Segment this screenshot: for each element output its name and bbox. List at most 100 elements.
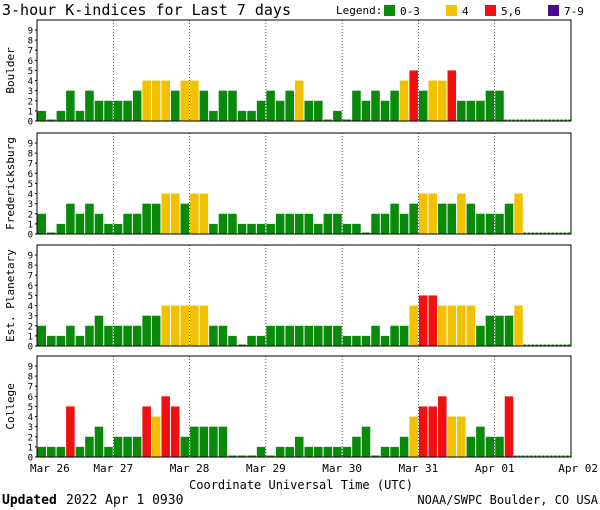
bar <box>457 100 466 121</box>
panels: Boulder0123456789Fredericksburg012345678… <box>4 19 572 464</box>
bar <box>438 305 447 346</box>
bar <box>438 203 447 234</box>
x-tick-label: Mar 26 <box>30 462 70 475</box>
bar <box>314 325 323 346</box>
y-tick-label: 8 <box>28 37 33 47</box>
bar <box>151 80 161 121</box>
bar <box>85 203 94 234</box>
bar <box>266 455 275 457</box>
bar <box>266 325 275 346</box>
y-tick-label: 2 <box>28 97 33 107</box>
bar <box>37 325 47 346</box>
bar <box>342 119 352 121</box>
bar <box>333 213 342 234</box>
bar <box>104 325 113 346</box>
bar <box>113 223 123 234</box>
legend-entry-1: 4 <box>462 5 469 18</box>
bar <box>323 325 333 346</box>
bar <box>171 193 180 234</box>
y-tick-label: 8 <box>28 150 33 160</box>
bar <box>428 193 437 234</box>
bar <box>75 110 85 121</box>
bar <box>199 90 209 121</box>
y-tick-label: 0 <box>28 118 33 128</box>
bar <box>352 436 361 457</box>
y-tick-label: 7 <box>28 383 33 393</box>
bar <box>75 213 85 234</box>
bar <box>199 193 209 234</box>
bar <box>409 305 418 346</box>
bar <box>514 193 523 234</box>
bar <box>180 436 190 457</box>
bar <box>190 80 199 121</box>
bar <box>161 396 170 457</box>
bar <box>199 426 209 457</box>
bar <box>256 446 266 457</box>
bar <box>75 446 85 457</box>
bar <box>209 223 218 234</box>
bar <box>390 325 399 346</box>
bar <box>390 203 399 234</box>
bar <box>37 110 47 121</box>
bar <box>380 213 390 234</box>
bar <box>399 436 409 457</box>
bar <box>314 223 323 234</box>
bar <box>247 455 256 457</box>
panel-label-3: College <box>4 383 17 429</box>
bar <box>294 213 304 234</box>
bar <box>56 446 66 457</box>
bar <box>75 335 85 346</box>
panel-frame-0 <box>36 19 572 122</box>
y-tick-label: 3 <box>28 423 33 433</box>
bar <box>47 232 56 234</box>
bar <box>161 80 170 121</box>
bar <box>466 100 476 121</box>
bar <box>266 90 275 121</box>
y-tick-label: 5 <box>28 67 33 77</box>
y-tick-label: 6 <box>28 282 33 292</box>
bar <box>266 223 275 234</box>
bar <box>180 305 190 346</box>
bar <box>485 436 495 457</box>
legend: 0-3 4 5,6 7-9 <box>384 5 584 18</box>
credit: NOAA/SWPC Boulder, CO USA <box>417 493 598 507</box>
bar <box>218 426 228 457</box>
y-tick-label: 0 <box>28 231 33 241</box>
bar <box>123 325 132 346</box>
bar <box>504 396 514 457</box>
bar <box>457 305 466 346</box>
bar <box>123 213 132 234</box>
bar <box>56 110 66 121</box>
y-tick-label: 9 <box>28 252 33 262</box>
panel-label-2: Est. Planetary <box>4 249 17 342</box>
bar <box>199 305 209 346</box>
bar <box>495 213 504 234</box>
bar <box>209 426 218 457</box>
legend-swatch-2 <box>485 5 496 16</box>
bar <box>247 110 256 121</box>
bar <box>342 335 352 346</box>
bar <box>132 213 142 234</box>
bar <box>409 416 418 457</box>
bar <box>333 110 342 121</box>
y-tick-label: 8 <box>28 373 33 383</box>
bar <box>85 436 94 457</box>
bar <box>323 446 333 457</box>
bar <box>476 100 485 121</box>
bar <box>142 406 151 457</box>
bar <box>113 325 123 346</box>
bar <box>66 90 75 121</box>
bar <box>237 223 247 234</box>
bar <box>142 315 151 346</box>
y-tick-label: 2 <box>28 433 33 443</box>
bar <box>237 344 247 346</box>
bar <box>304 325 314 346</box>
bar <box>209 110 218 121</box>
bar <box>447 305 457 346</box>
y-tick-label: 0 <box>28 454 33 464</box>
panel-frame-2 <box>36 244 572 347</box>
bar <box>104 446 113 457</box>
y-tick-label: 4 <box>28 413 33 423</box>
x-tick-label: Mar 28 <box>170 462 210 475</box>
